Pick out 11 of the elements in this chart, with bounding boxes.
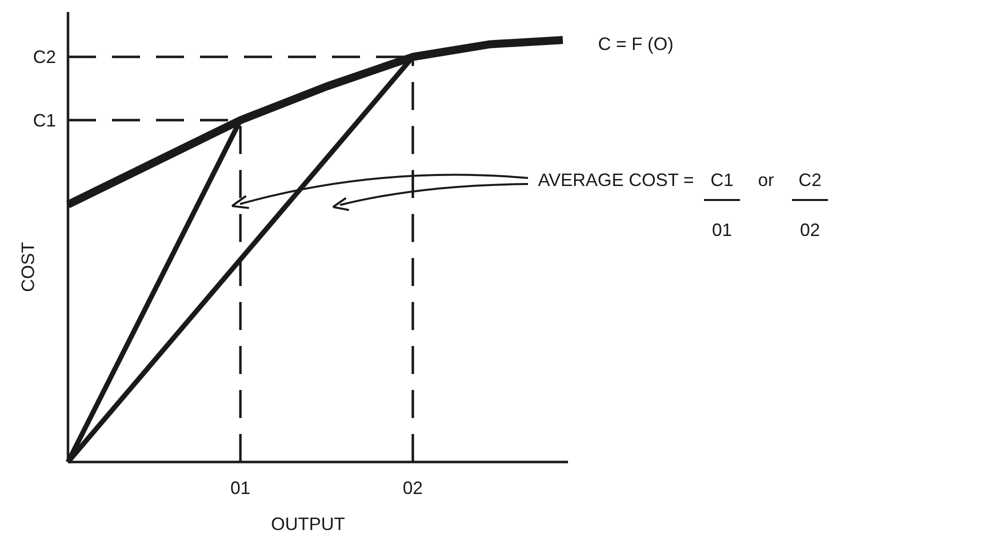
text: C1 (710, 170, 734, 190)
text: 02 (800, 220, 820, 240)
y-axis-title: COST (18, 242, 38, 292)
annotation: C2 (32, 47, 56, 68)
annotation: AVERAGE COST = (538, 170, 694, 190)
text: 01 (712, 220, 732, 240)
annotation: C1 (32, 110, 56, 130)
text: or (758, 170, 774, 190)
text: C = F (O) (598, 34, 674, 54)
x-axis-title: OUTPUT (271, 514, 345, 534)
text: C2 (798, 170, 822, 190)
